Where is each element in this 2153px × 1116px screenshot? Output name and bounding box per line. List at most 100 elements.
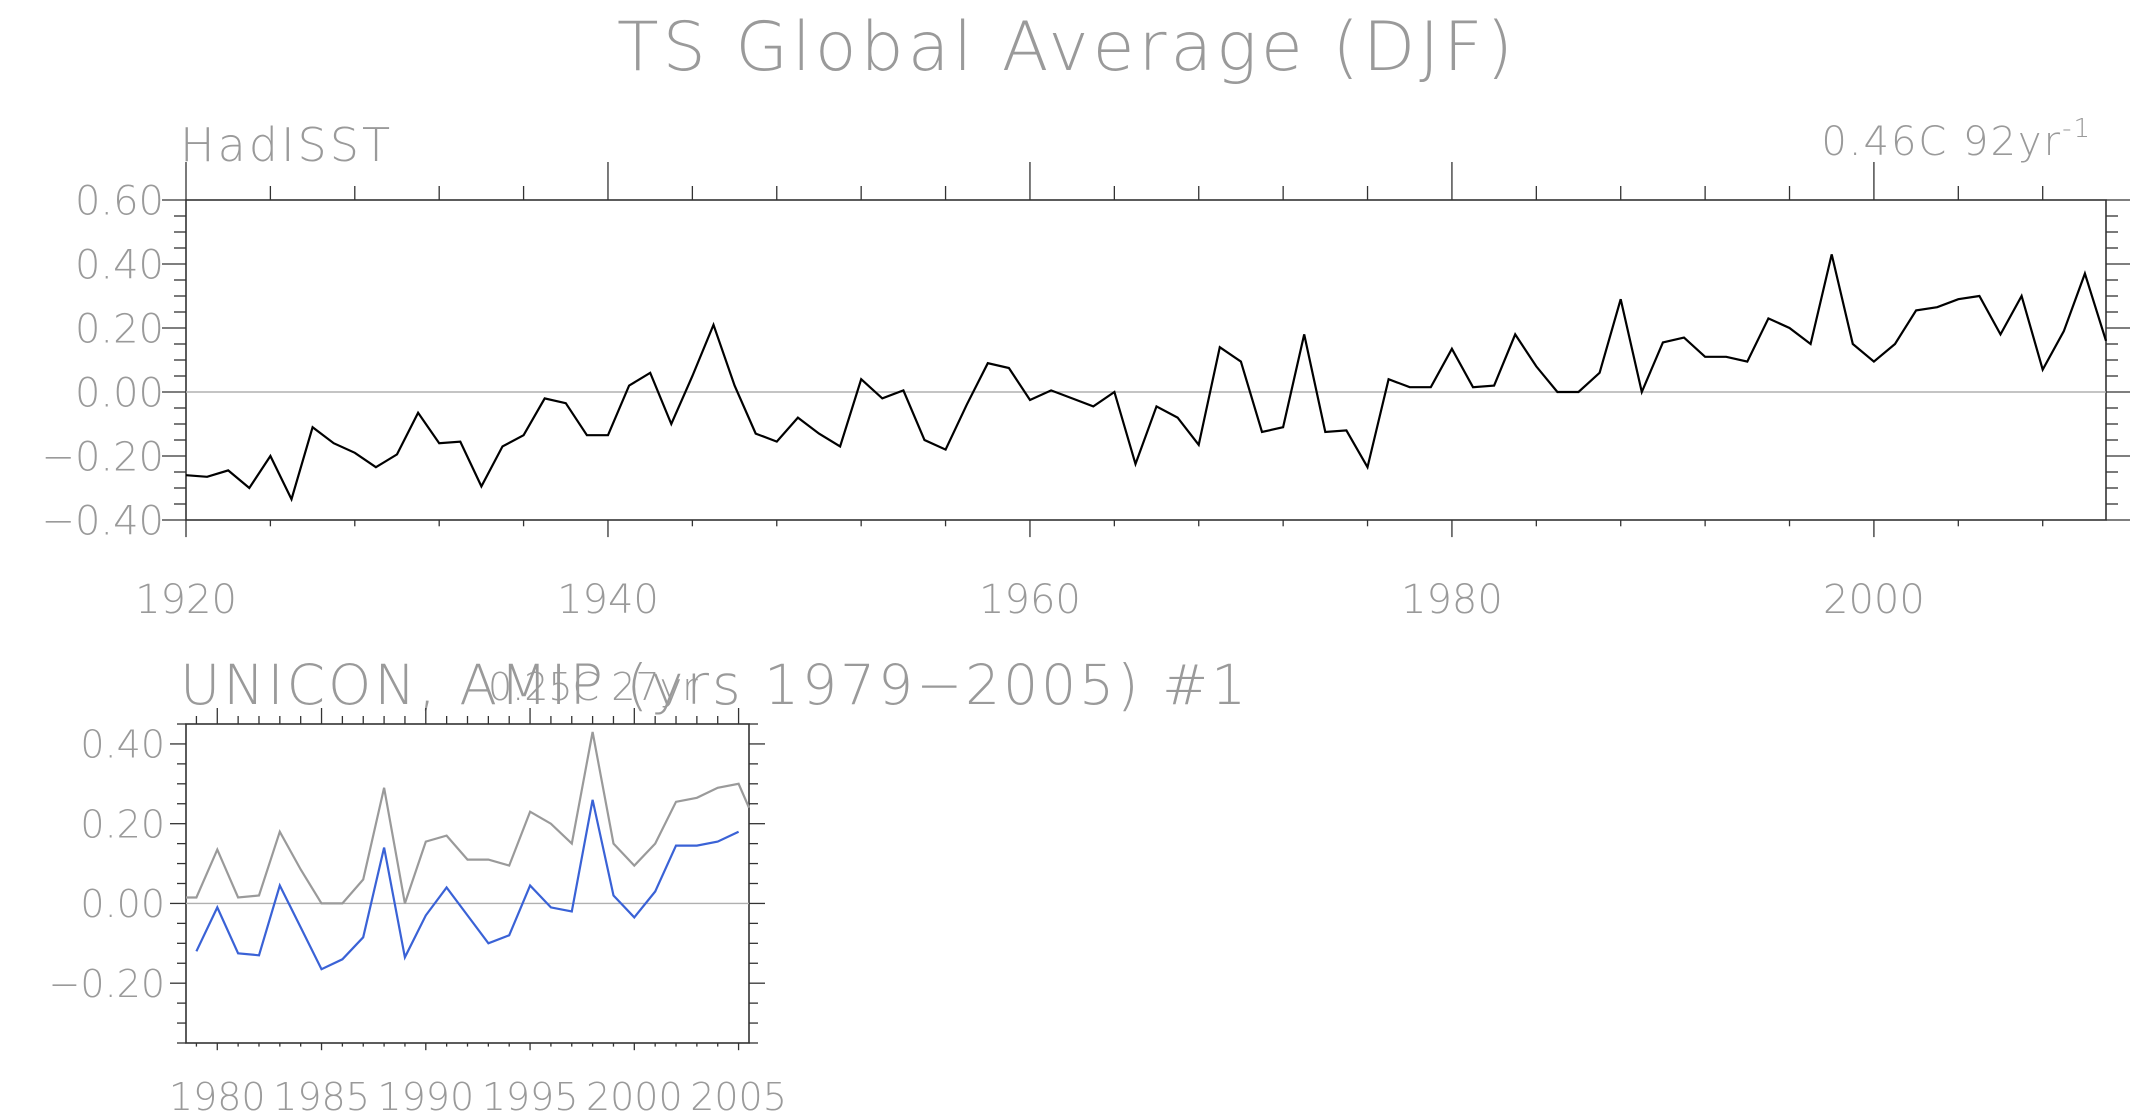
data-point	[362, 879, 364, 881]
data-point	[185, 897, 187, 899]
data-point	[1725, 356, 1727, 358]
x-tick-label: 1980	[1401, 577, 1503, 623]
y-tick-label: 0.00	[80, 882, 165, 926]
data-point	[987, 362, 989, 364]
data-point	[1831, 254, 1833, 256]
data-point	[1240, 361, 1242, 363]
data-point	[248, 487, 250, 489]
hadisst-trend-label: 0.46C 92yr-1	[1821, 114, 2092, 165]
data-point	[696, 797, 698, 799]
data-point	[1873, 361, 1875, 363]
data-point	[1430, 386, 1432, 388]
data-point	[571, 911, 573, 913]
data-point	[523, 434, 525, 436]
data-point	[404, 956, 406, 958]
data-point	[375, 466, 377, 468]
data-point	[776, 441, 778, 443]
data-point	[755, 433, 757, 435]
y-tick-label: 0.00	[75, 370, 164, 416]
data-point	[459, 441, 461, 443]
data-point	[607, 434, 609, 436]
unicon-panel-title: UNICON, AMIP (yrs 1979−2005) #1	[180, 653, 1249, 717]
data-point	[1620, 298, 1622, 300]
data-point	[446, 887, 448, 889]
data-point	[613, 895, 615, 897]
data-point	[1325, 431, 1327, 433]
data-point	[717, 841, 719, 843]
data-point	[1747, 361, 1749, 363]
data-point	[417, 412, 419, 414]
unicon-trend-label: 0.25C 27yr	[488, 665, 698, 709]
data-point	[1409, 386, 1411, 388]
data-point	[550, 907, 552, 909]
data-point	[881, 398, 883, 400]
data-point	[1662, 342, 1664, 344]
data-point	[738, 831, 740, 833]
x-tick-label: 1920	[135, 577, 237, 623]
data-point	[1114, 391, 1116, 393]
data-point	[488, 943, 490, 945]
data-point	[2105, 340, 2107, 342]
data-point	[1894, 343, 1896, 345]
data-point	[206, 476, 208, 478]
data-point	[1219, 346, 1221, 348]
data-point	[446, 835, 448, 837]
data-point	[839, 446, 841, 448]
data-point	[481, 486, 483, 488]
data-point	[1915, 310, 1917, 312]
data-point	[654, 891, 656, 893]
data-point	[300, 927, 302, 929]
data-point	[613, 843, 615, 845]
data-point	[738, 783, 740, 785]
data-point	[1578, 391, 1580, 393]
y-tick-label: 0.40	[80, 723, 165, 767]
data-point	[2000, 334, 2002, 336]
data-point	[216, 907, 218, 909]
unicon-amip-panel: UNICON, AMIP (yrs 1979−2005) #1 0.25C 27…	[49, 653, 1249, 1116]
series-line-1	[185, 254, 2108, 503]
y-tick-label: 0.40	[75, 242, 164, 288]
data-point	[675, 801, 677, 803]
y-tick-label: −0.20	[41, 434, 164, 480]
data-point	[1557, 391, 1559, 393]
data-point	[1029, 399, 1031, 401]
data-point	[1135, 463, 1137, 465]
data-point	[571, 843, 573, 845]
y-tick-label: −0.20	[49, 962, 165, 1006]
data-point	[797, 417, 799, 419]
x-tick-label: 1985	[273, 1075, 370, 1116]
series-line-2	[195, 799, 740, 971]
data-point	[1388, 378, 1390, 380]
data-point	[654, 843, 656, 845]
data-point	[270, 455, 272, 457]
x-tick-label: 1940	[557, 577, 659, 623]
data-point	[502, 446, 504, 448]
data-point	[291, 498, 293, 500]
data-point	[860, 378, 862, 380]
data-point	[216, 849, 218, 851]
data-point	[1493, 385, 1495, 387]
data-point	[258, 954, 260, 956]
data-point	[1979, 295, 1981, 297]
data-point	[467, 915, 469, 917]
data-point	[1303, 334, 1305, 336]
data-point	[467, 859, 469, 861]
data-point	[1177, 417, 1179, 419]
plot-frame	[185, 723, 750, 1044]
y-tick-label: 0.60	[75, 178, 164, 224]
x-tick-label: 1995	[482, 1075, 579, 1116]
data-point	[634, 865, 636, 867]
data-point	[1367, 466, 1369, 468]
data-point	[362, 937, 364, 939]
data-point	[628, 385, 630, 387]
data-point	[592, 731, 594, 733]
data-point	[438, 442, 440, 444]
data-point	[404, 903, 406, 905]
data-point	[945, 449, 947, 451]
data-point	[279, 885, 281, 887]
data-point	[734, 385, 736, 387]
data-point	[312, 426, 314, 428]
x-tick-label: 1960	[979, 577, 1081, 623]
x-tick-label: 2000	[1823, 577, 1925, 623]
data-point	[544, 398, 546, 400]
